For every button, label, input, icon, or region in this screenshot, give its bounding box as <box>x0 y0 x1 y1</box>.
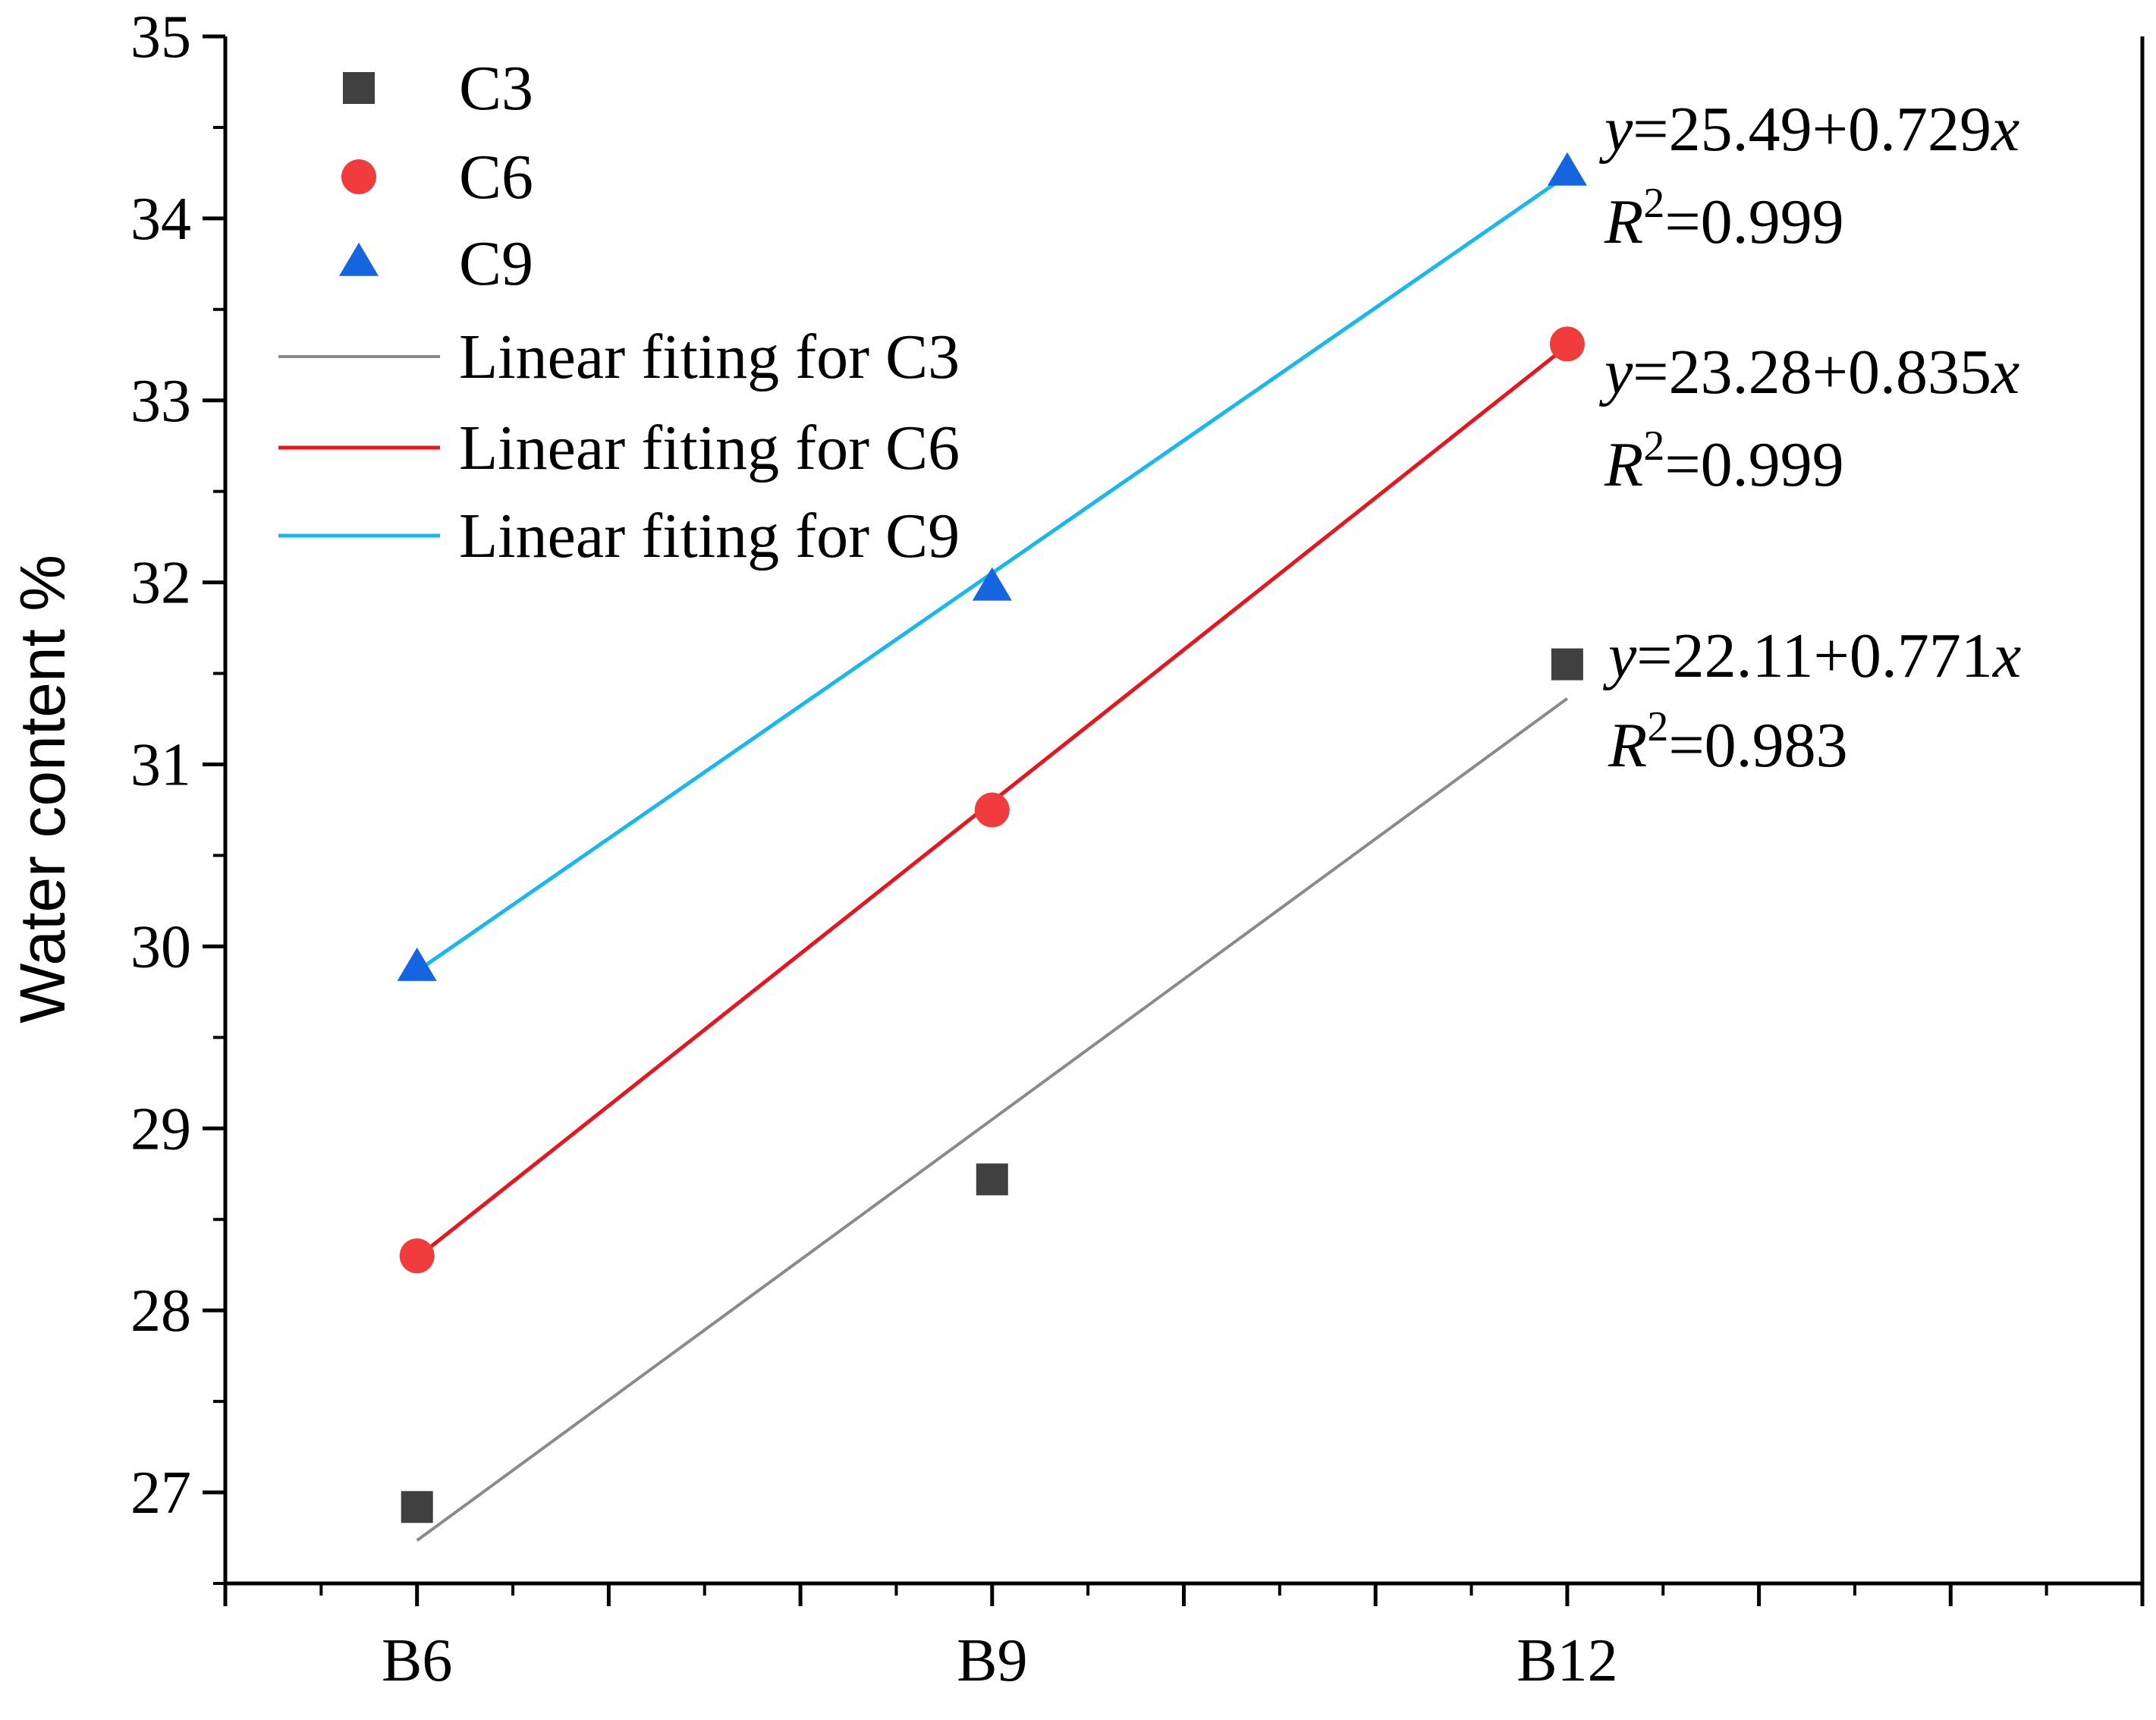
point-c3-b12 <box>1551 648 1583 681</box>
legend-label-c3: C3 <box>459 53 533 124</box>
y-tick-label: 30 <box>130 913 191 980</box>
axes: 27 28 29 30 31 32 33 34 35 B6 B9 B12 <box>130 4 2145 1694</box>
data-points <box>397 152 1587 1523</box>
y-tick-label: 28 <box>130 1278 191 1344</box>
legend-label-c9: C9 <box>459 228 533 299</box>
fit-equation-c3: y=22.11+0.771x <box>1602 621 2021 691</box>
point-c3-b6 <box>401 1491 433 1523</box>
x-tick-label: B12 <box>1516 1627 1617 1694</box>
fit-equations: y=25.49+0.729x R2=0.999 y=23.28+0.835x R2=0… <box>1598 94 2021 781</box>
fit-equation-c9: y=25.49+0.729x <box>1598 94 2019 165</box>
y-tick-label: 33 <box>130 368 191 435</box>
legend-marker-c3 <box>343 72 375 104</box>
fit-r2-c3: R2=0.983 <box>1608 703 1848 781</box>
y-tick-label: 29 <box>130 1096 191 1162</box>
legend-label-fit-c6: Linear fiting for C6 <box>459 413 960 483</box>
point-c9-b6 <box>397 947 437 981</box>
fit-line-c3 <box>416 697 1569 1542</box>
x-tick-label: B9 <box>957 1627 1027 1694</box>
legend: C3 C6 C9 Linear fiting for C3 Linear fiting … <box>278 53 960 571</box>
legend-label-fit-c3: Linear fiting for C3 <box>459 322 960 392</box>
y-axis-title: Water content % <box>7 555 78 1024</box>
y-tick-label: 34 <box>130 186 191 253</box>
fit-equation-c6: y=23.28+0.835x <box>1598 337 2019 407</box>
fit-r2-c6: R2=0.999 <box>1604 423 1844 500</box>
fit-r2-c9: R2=0.999 <box>1604 180 1844 257</box>
legend-marker-c9 <box>339 242 379 276</box>
x-tick-label: B6 <box>382 1627 452 1694</box>
y-tick-label: 32 <box>130 550 191 617</box>
y-tick-label: 27 <box>130 1460 191 1527</box>
legend-marker-c6 <box>341 159 376 194</box>
point-c6-b12 <box>1549 326 1585 362</box>
point-c6-b9 <box>974 792 1010 828</box>
point-c9-b12 <box>1547 152 1587 186</box>
point-c3-b9 <box>976 1163 1008 1196</box>
legend-label-c6: C6 <box>459 142 533 212</box>
y-tick-label: 35 <box>130 4 191 71</box>
point-c9-b9 <box>972 567 1012 601</box>
legend-label-fit-c9: Linear fiting for C9 <box>459 501 960 571</box>
point-c6-b6 <box>399 1238 435 1274</box>
y-tick-label: 31 <box>130 732 191 799</box>
